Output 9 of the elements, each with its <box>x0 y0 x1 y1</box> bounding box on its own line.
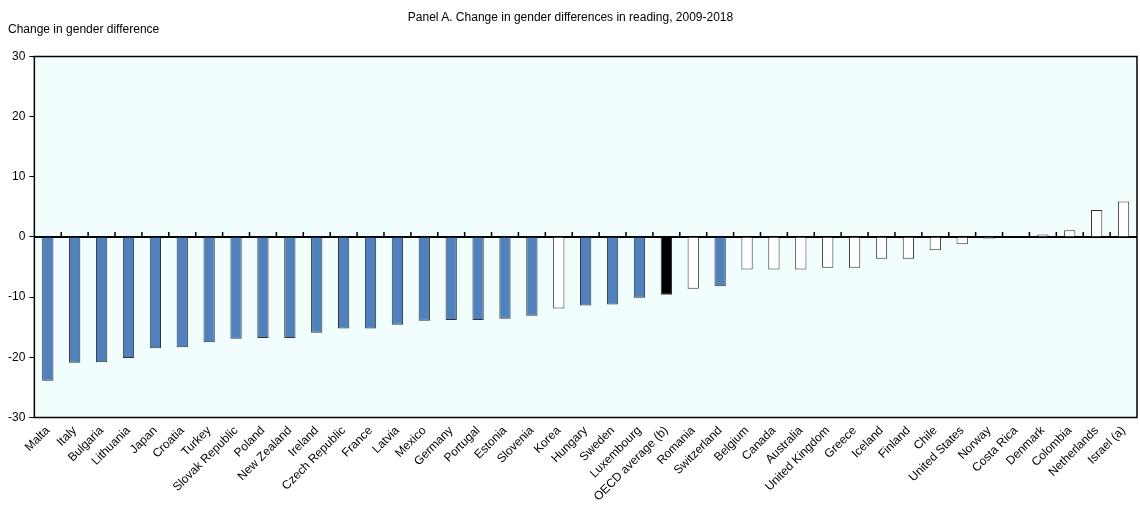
y-tick-label: -20 <box>8 349 26 364</box>
y-tick-label: 10 <box>11 169 26 184</box>
chart-title: Panel A. Change in gender differences in reading, 2009-2018 <box>407 9 734 24</box>
y-tick-label: -30 <box>8 409 26 424</box>
y-tick-label: -10 <box>8 289 26 304</box>
y-tick-label: 0 <box>18 229 26 244</box>
y-tick-label: 30 <box>11 48 26 63</box>
y-tick-label: 20 <box>11 108 26 123</box>
y-axis-title: Change in gender difference <box>8 22 160 37</box>
